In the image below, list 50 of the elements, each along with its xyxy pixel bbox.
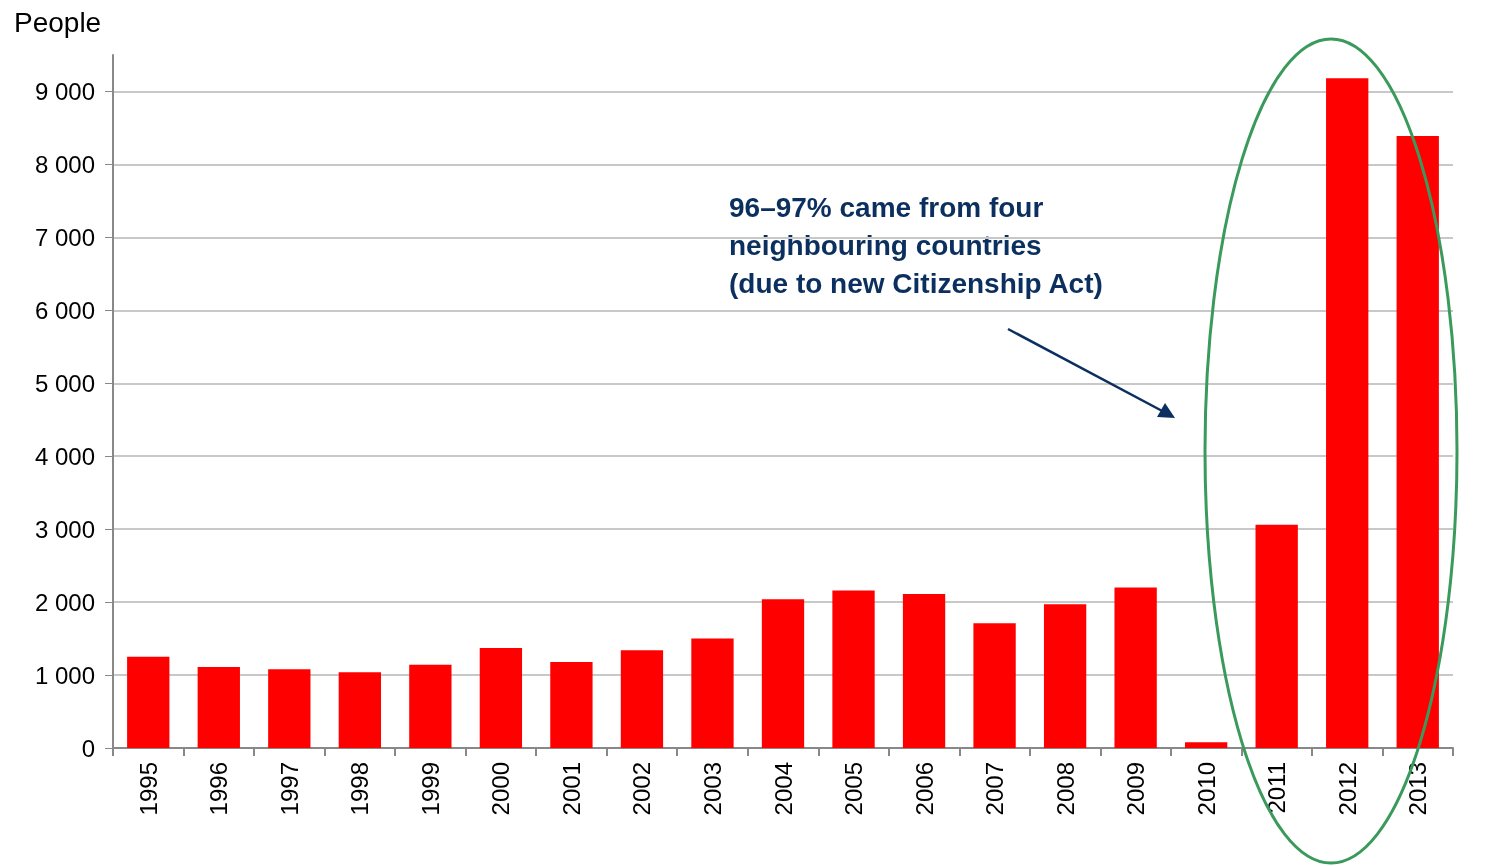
bar bbox=[1396, 135, 1439, 748]
y-tick-label: 8 000 bbox=[34, 150, 95, 178]
bar bbox=[1326, 78, 1369, 748]
bar bbox=[1185, 742, 1228, 748]
bar bbox=[691, 638, 734, 748]
bar bbox=[550, 661, 593, 748]
bar bbox=[832, 590, 875, 748]
bar bbox=[127, 656, 170, 748]
x-tick-label: 2000 bbox=[487, 762, 515, 816]
x-tick-label: 2011 bbox=[1263, 762, 1291, 814]
bar bbox=[197, 667, 240, 748]
y-tick-label: 5 000 bbox=[34, 369, 95, 397]
x-tick-label: 1995 bbox=[134, 762, 162, 816]
y-tick-label: 9 000 bbox=[34, 77, 95, 105]
x-tick-label: 1996 bbox=[205, 762, 233, 816]
x-tick-label: 2010 bbox=[1192, 762, 1220, 816]
bar bbox=[1255, 524, 1298, 748]
y-tick-label: 4 000 bbox=[34, 442, 95, 470]
bar bbox=[1114, 587, 1157, 748]
x-tick-label: 2003 bbox=[698, 762, 726, 816]
x-tick-label: 2004 bbox=[769, 762, 797, 816]
y-tick-label: 1 000 bbox=[34, 661, 95, 689]
x-tick-label: 1997 bbox=[275, 762, 303, 816]
x-tick-label: 2005 bbox=[840, 762, 868, 816]
x-tick-label: 2002 bbox=[628, 762, 656, 816]
x-tick-label: 2013 bbox=[1404, 762, 1432, 816]
x-tick-label: 1998 bbox=[346, 762, 374, 816]
bar bbox=[620, 650, 664, 748]
bar bbox=[268, 669, 311, 748]
x-tick-label: 2009 bbox=[1122, 762, 1150, 816]
bar bbox=[761, 599, 805, 748]
x-tick-label: 2012 bbox=[1333, 762, 1361, 816]
x-tick-label: 2006 bbox=[910, 762, 938, 816]
x-tick-label: 1999 bbox=[416, 762, 444, 816]
bar bbox=[479, 648, 523, 748]
x-tick-label: 2008 bbox=[1051, 762, 1079, 816]
x-tick-label: 2001 bbox=[557, 762, 585, 816]
y-tick-label: 3 000 bbox=[34, 515, 95, 543]
annotation: 96–97% came from four neighbouring countries (due to new Citizenship Act) bbox=[729, 191, 1103, 299]
bar bbox=[338, 672, 381, 748]
y-tick-label: 2 000 bbox=[34, 588, 95, 616]
bar bbox=[409, 664, 452, 748]
bar bbox=[1043, 604, 1087, 748]
y-tick-label: 6 000 bbox=[34, 296, 95, 324]
y-tick-label: 7 000 bbox=[34, 223, 95, 251]
y-tick-label: 0 bbox=[81, 734, 95, 762]
bar bbox=[902, 594, 946, 748]
x-tick-label: 2007 bbox=[981, 762, 1009, 816]
y-axis-title: People bbox=[14, 6, 102, 38]
bar bbox=[973, 623, 1016, 748]
